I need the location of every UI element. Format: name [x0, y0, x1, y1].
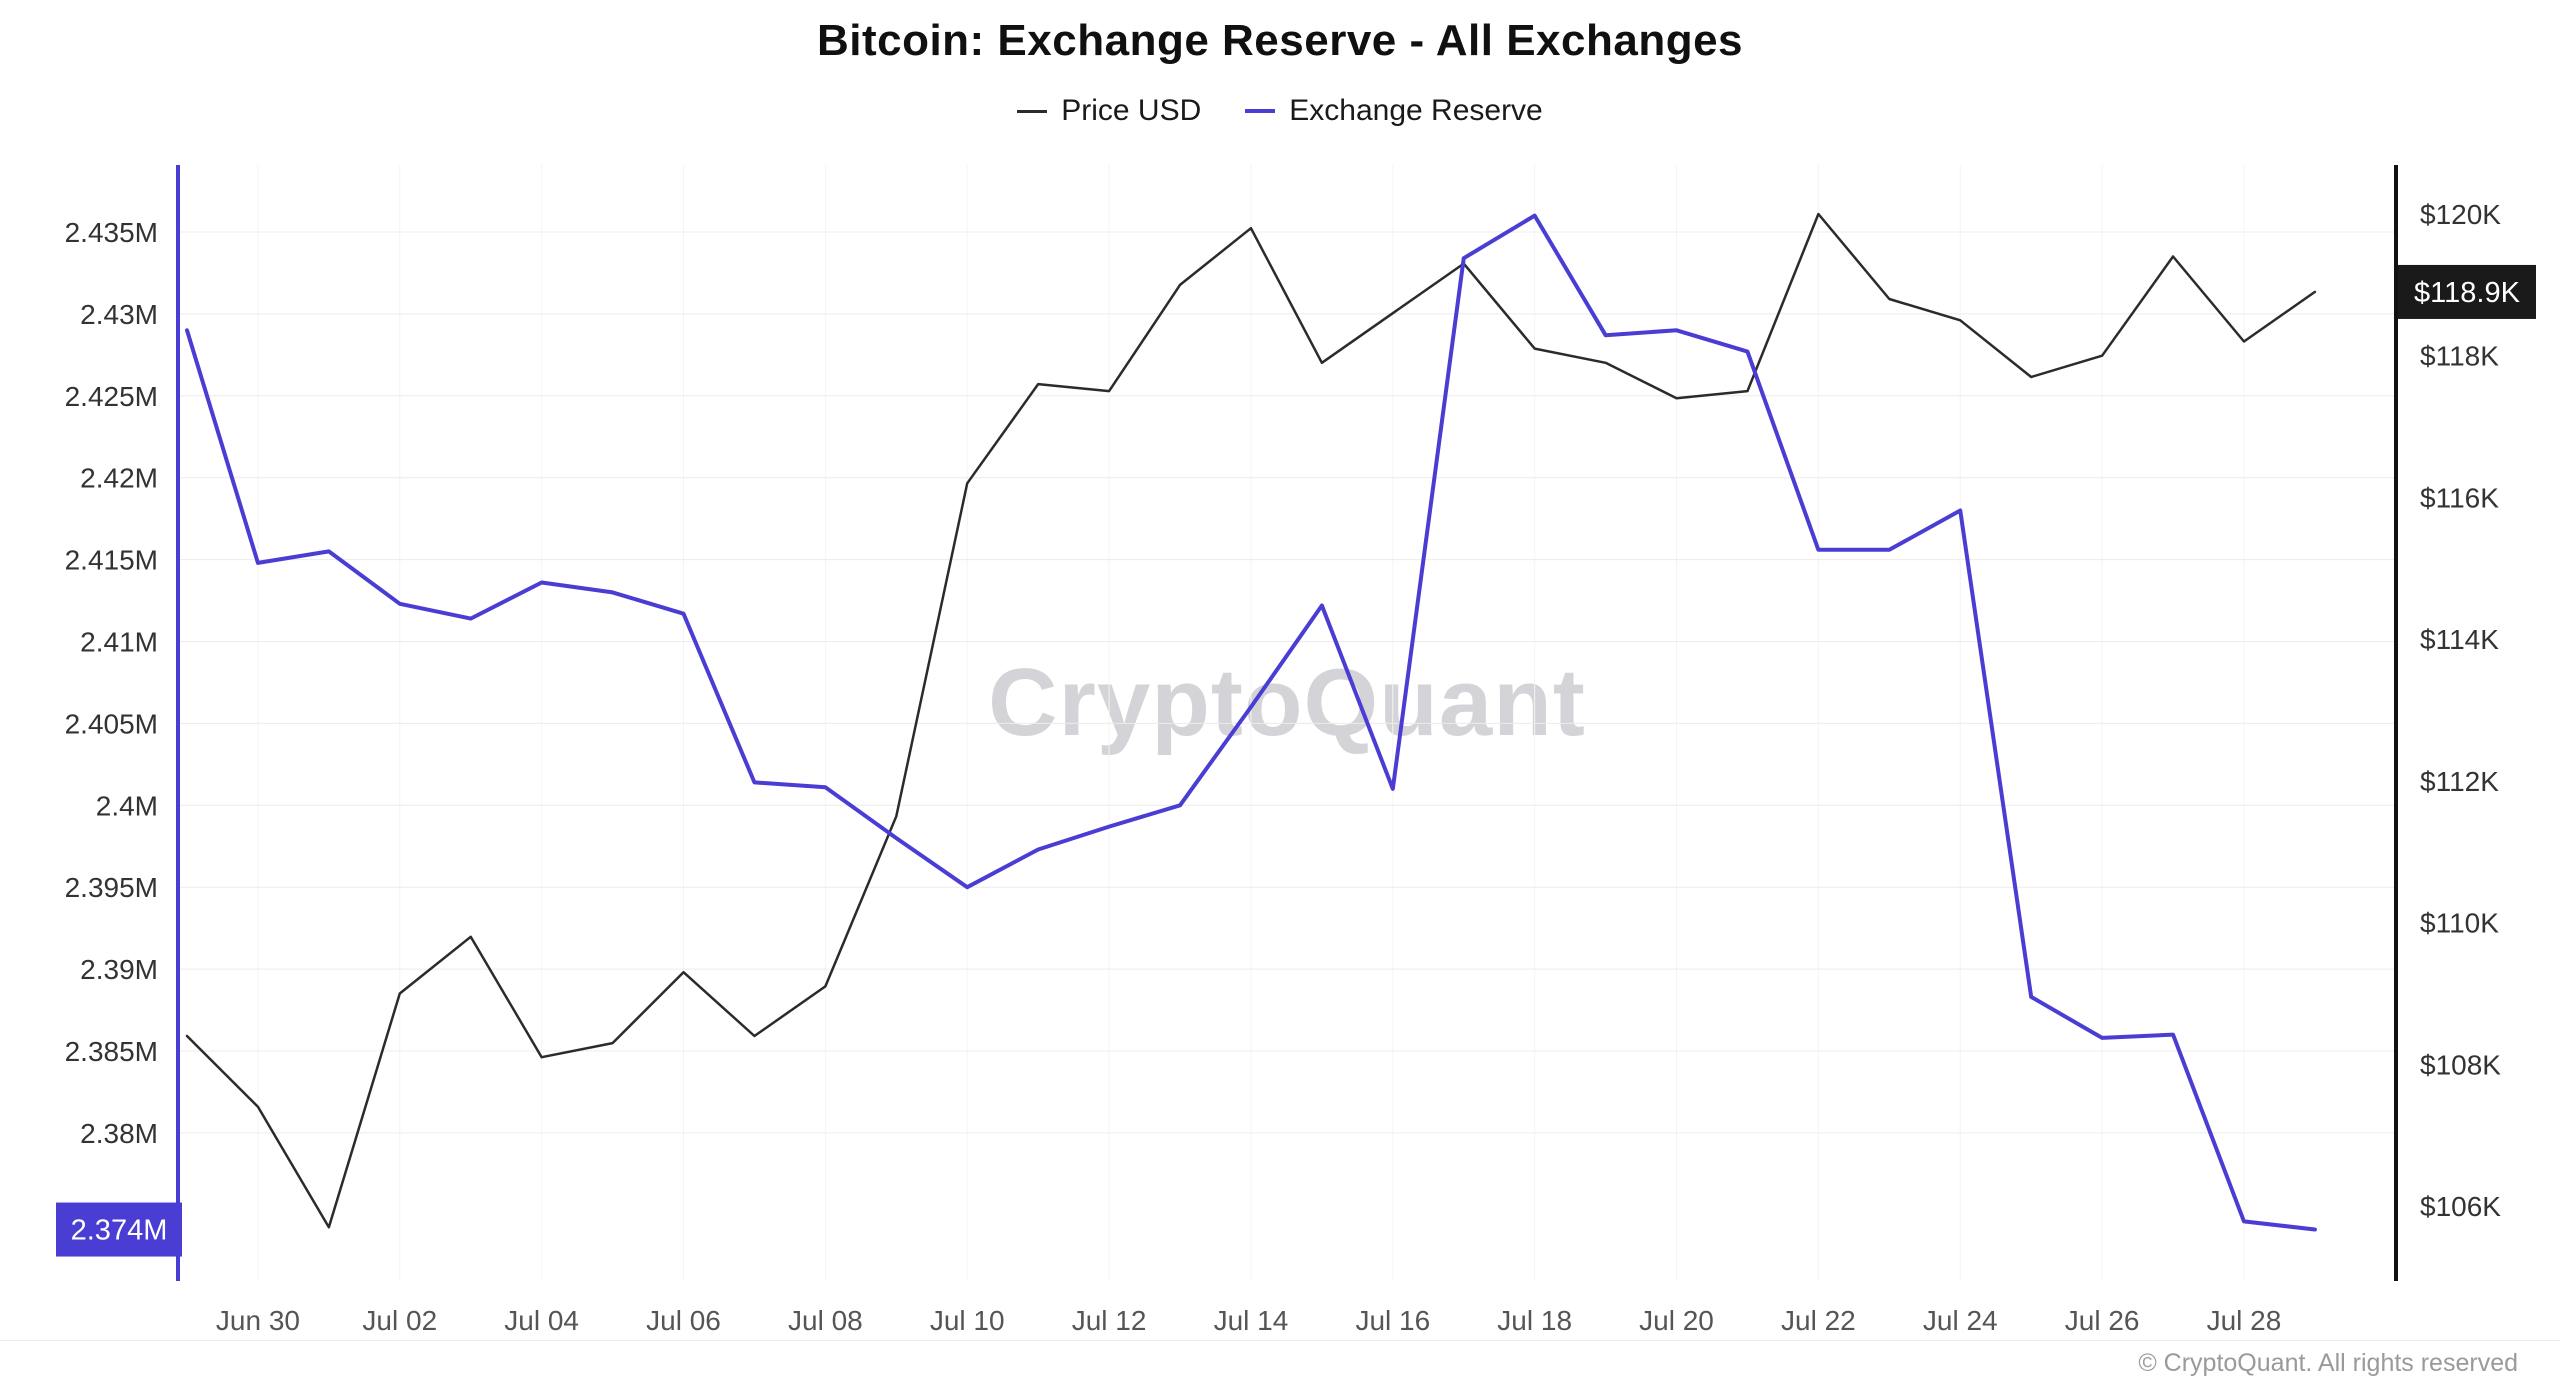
- left-axis-tick-label: 2.43M: [80, 299, 158, 330]
- footer-divider: [0, 1340, 2560, 1341]
- x-axis-tick-label: Jul 22: [1781, 1305, 1856, 1336]
- price-line-swatch: [1017, 109, 1048, 113]
- x-axis-tick-label: Jul 04: [504, 1305, 579, 1336]
- copyright-footer: © CryptoQuant. All rights reserved: [2138, 1349, 2518, 1377]
- x-axis-tick-label: Jul 24: [1923, 1305, 1998, 1336]
- left-axis-tick-label: 2.385M: [65, 1036, 158, 1067]
- x-axis-tick-label: Jul 02: [362, 1305, 437, 1336]
- left-axis-tick-label: 2.39M: [80, 954, 158, 985]
- chart-title: Bitcoin: Exchange Reserve - All Exchange…: [816, 16, 1744, 65]
- legend: Price USD Exchange Reserve: [0, 94, 2560, 128]
- x-axis-tick-label: Jul 16: [1355, 1305, 1430, 1336]
- legend-label-price-usd: Price USD: [1061, 94, 1202, 127]
- right-axis-tick-label: $114K: [2420, 624, 2499, 655]
- x-axis-tick-label: Jul 12: [1072, 1305, 1147, 1336]
- left-axis-tick-label: 2.435M: [65, 217, 158, 248]
- right-axis-tick-label: $118K: [2420, 341, 2499, 372]
- reserve-current-badge: 2.374M: [56, 1202, 182, 1257]
- right-axis-tick-label: $116K: [2420, 482, 2499, 513]
- price-usd-line: [185, 212, 2317, 1229]
- x-axis-tick-label: Jul 14: [1214, 1305, 1289, 1336]
- left-axis-tick-label: 2.415M: [65, 545, 158, 576]
- left-axis-tick-label: 2.395M: [65, 872, 158, 903]
- price-current-badge: $118.9K: [2398, 264, 2536, 319]
- left-axis-tick-label: 2.42M: [80, 463, 158, 494]
- legend-label-exchange-reserve: Exchange Reserve: [1289, 94, 1543, 127]
- exchange-reserve-line: [185, 213, 2317, 1232]
- right-axis-tick-label: $112K: [2420, 766, 2499, 797]
- x-axis-tick-label: Jul 20: [1639, 1305, 1714, 1336]
- left-axis-tick-label: 2.41M: [80, 627, 158, 658]
- right-axis-tick-label: $106K: [2420, 1191, 2501, 1222]
- left-axis-tick-label: 2.425M: [65, 381, 158, 412]
- right-axis-tick-label: $108K: [2420, 1049, 2501, 1080]
- x-axis-tick-label: Jul 26: [2065, 1305, 2140, 1336]
- right-axis-tick-label: $110K: [2420, 908, 2499, 939]
- svg-text:$118.9K: $118.9K: [2414, 277, 2521, 309]
- legend-item-price-usd[interactable]: Price USD: [1017, 94, 1201, 128]
- left-axis-tick-label: 2.4M: [96, 790, 158, 821]
- svg-text:2.374M: 2.374M: [71, 1215, 168, 1247]
- x-axis-tick-label: Jul 08: [788, 1305, 863, 1336]
- x-axis-tick-label: Jul 28: [2207, 1305, 2282, 1336]
- cryptoquant-watermark: CryptoQuant: [988, 649, 1586, 756]
- x-axis-tick-label: Jun 30: [216, 1305, 300, 1336]
- left-axis-tick-label: 2.405M: [65, 708, 158, 739]
- x-axis-tick-label: Jul 06: [646, 1305, 721, 1336]
- x-axis-tick-label: Jul 18: [1497, 1305, 1572, 1336]
- right-axis-tick-label: $120K: [2420, 199, 2501, 230]
- left-axis-labels: 2.435M 2.43M 2.425M 2.42M 2.415M 2.41M 2.405M 2…: [65, 217, 158, 1149]
- legend-item-exchange-reserve[interactable]: Exchange Reserve: [1245, 94, 1543, 128]
- reserve-line-swatch: [1245, 109, 1276, 113]
- gridlines: [178, 165, 2396, 1281]
- left-axis-tick-label: 2.38M: [80, 1118, 158, 1149]
- right-axis-labels: $120K $118K $116K $114K $112K $110K $108K $106K: [2420, 199, 2501, 1222]
- x-axis-tick-label: Jul 10: [930, 1305, 1005, 1336]
- x-axis-labels: Jun 30 Jul 02 Jul 04 Jul 06 Jul 08 Jul 10 Jul …: [216, 1305, 2281, 1336]
